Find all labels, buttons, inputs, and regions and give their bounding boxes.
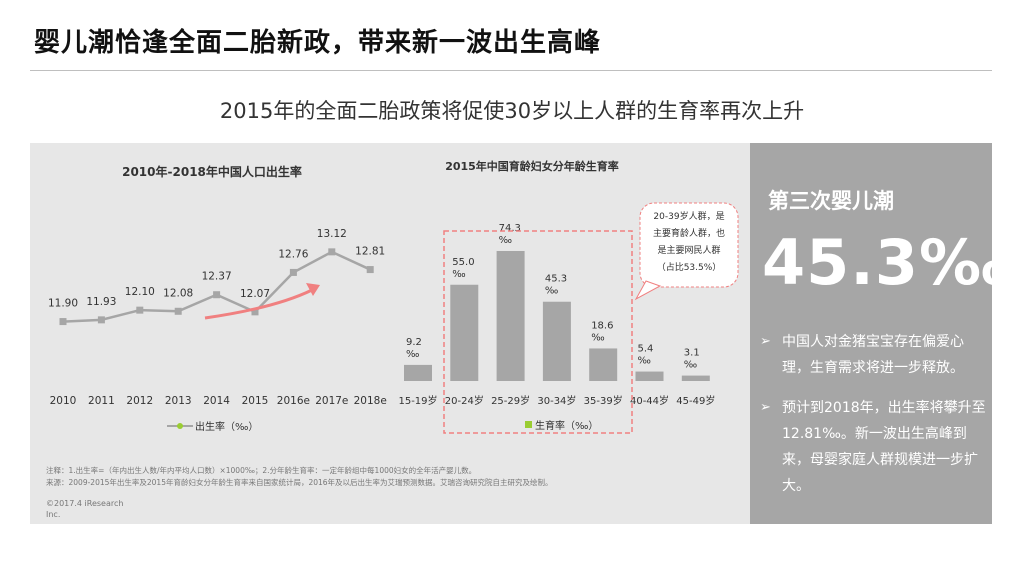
bar-data-unit: ‰	[591, 332, 604, 343]
bullet-point: ➢ 中国人对金猪宝宝存在偏爱心理，生育需求将进一步释放。	[760, 329, 986, 381]
line-data-label: 12.76	[278, 248, 308, 260]
bar-data-unit: ‰	[638, 356, 651, 367]
chart-panel: 2010年-2018年中国人口出生率 11.90 2010 11.93 2011 12.1…	[30, 143, 750, 524]
bullet-point: ➢ 预计到2018年，出生率将攀升至12.81‰。新一波出生高峰到来，母婴家庭人…	[760, 395, 986, 499]
legend-dot-icon	[177, 423, 183, 429]
trend-arrow-icon	[204, 288, 313, 320]
line-point	[289, 268, 297, 276]
page-title: 婴儿潮恰逢全面二胎新政，带来新一波出生高峰	[34, 28, 602, 58]
footnote: 注释：1.出生率=（年内出生人数/年内平均人口数）×1000‰；2.分年龄生育率…	[46, 466, 477, 475]
bar-x-tick-label: 25-29岁	[491, 394, 530, 407]
callout-text: 20-39岁人群，是	[653, 210, 724, 222]
line-point	[97, 316, 105, 324]
bar-data-label: 5.4	[638, 344, 654, 355]
line-point	[328, 248, 336, 256]
line-data-label: 12.37	[202, 271, 232, 283]
title-divider	[30, 70, 992, 71]
line-x-tick-label: 2013	[165, 395, 192, 407]
bar-data-unit: ‰	[499, 235, 512, 246]
bar	[589, 348, 618, 381]
line-data-label: 12.10	[125, 286, 155, 298]
line-x-tick-label: 2016e	[277, 395, 310, 407]
line-x-tick-label: 2017e	[315, 395, 348, 407]
bar	[496, 250, 525, 381]
bar-data-label: 55.0	[452, 257, 474, 268]
line-data-label: 13.12	[317, 228, 347, 240]
line-point	[59, 318, 67, 326]
line-x-tick-label: 2011	[88, 395, 115, 407]
bar-legend-label: 生育率（‰）	[535, 419, 598, 432]
highlight-box	[443, 230, 633, 434]
line-x-tick-label: 2010	[50, 395, 77, 407]
bar-data-unit: ‰	[545, 286, 558, 297]
bar-x-tick-label: 40-44岁	[630, 394, 669, 407]
highlight-panel: 第三次婴儿潮 45.3‰ ➢ 中国人对金猪宝宝存在偏爱心理，生育需求将进一步释放…	[750, 143, 1008, 524]
callout-text: 是主要网民人群	[657, 244, 720, 256]
line-chart-title: 2010年-2018年中国人口出生率	[122, 164, 302, 179]
bar-data-label: 18.6	[591, 320, 613, 331]
legend-square-icon	[525, 421, 532, 428]
callout-bubble	[639, 202, 739, 288]
copyright-line-2: Inc.	[46, 510, 61, 519]
bar-data-unit: ‰	[684, 360, 697, 371]
bar	[681, 375, 710, 381]
bar-data-label: 9.2	[406, 337, 422, 348]
copyright: ©2017.4 iResearch Inc.	[46, 498, 123, 520]
charts-svg: 2010年-2018年中国人口出生率 11.90 2010 11.93 2011 12.1…	[48, 159, 739, 434]
line-x-tick-label: 2015	[242, 395, 269, 407]
line-x-tick-label: 2018e	[354, 395, 387, 407]
bar	[450, 284, 479, 381]
line-x-tick-label: 2014	[203, 395, 230, 407]
line-point	[366, 266, 374, 274]
birth-rate-line	[62, 250, 371, 323]
line-point	[213, 291, 221, 299]
bar-x-tick-label: 35-39岁	[584, 394, 623, 407]
callout-text: 主要育龄人群，也	[653, 227, 725, 239]
bar-data-unit: ‰	[452, 269, 465, 280]
page-subtitle: 2015年的全面二胎政策将促使30岁以上人群的生育率再次上升	[219, 99, 805, 123]
bar-chart-title: 2015年中国育龄妇女分年龄生育率	[445, 159, 619, 173]
line-data-label: 12.08	[163, 287, 193, 299]
key-figure: 45.3‰	[762, 226, 1010, 299]
bullet-text: 预计到2018年，出生率将攀升至12.81‰。新一波出生高峰到来，母婴家庭人群规…	[782, 400, 986, 494]
copyright-line-1: ©2017.4 iResearch	[46, 499, 124, 508]
line-point	[136, 306, 144, 314]
bar-data-label: 3.1	[684, 348, 700, 359]
bar	[404, 364, 432, 381]
line-point	[174, 307, 182, 315]
arrow-bullet-icon: ➢	[760, 334, 771, 349]
bar-data-label: 74.3	[499, 223, 521, 234]
callout-text: （占比53.5%）	[657, 261, 722, 273]
bar-x-tick-label: 30-34岁	[537, 394, 576, 407]
callout-pointer	[634, 280, 662, 301]
source-note: 来源：2009-2015年出生率及2015年育龄妇女分年龄生育率来自国家统计局，…	[46, 478, 553, 487]
baby-boom-title: 第三次婴儿潮	[768, 189, 894, 213]
bar-data-label: 45.3	[545, 274, 567, 285]
line-data-label: 12.07	[240, 288, 270, 300]
bar-x-tick-label: 45-49岁	[676, 394, 715, 407]
line-legend-label: 出生率（‰）	[195, 420, 258, 433]
line-data-label: 11.93	[86, 296, 116, 308]
bullet-text: 中国人对金猪宝宝存在偏爱心理，生育需求将进一步释放。	[782, 334, 964, 376]
trend-arrowhead-icon	[306, 283, 320, 296]
bar-x-tick-label: 20-24岁	[445, 394, 484, 407]
arrow-bullet-icon: ➢	[760, 400, 771, 415]
line-point	[251, 308, 259, 316]
bar-data-unit: ‰	[406, 349, 419, 360]
bar	[635, 371, 664, 381]
bar	[542, 301, 571, 381]
line-data-label: 11.90	[48, 298, 78, 310]
line-x-tick-label: 2012	[126, 395, 153, 407]
bar-x-tick-label: 15-19岁	[398, 394, 437, 407]
line-data-label: 12.81	[355, 246, 385, 258]
